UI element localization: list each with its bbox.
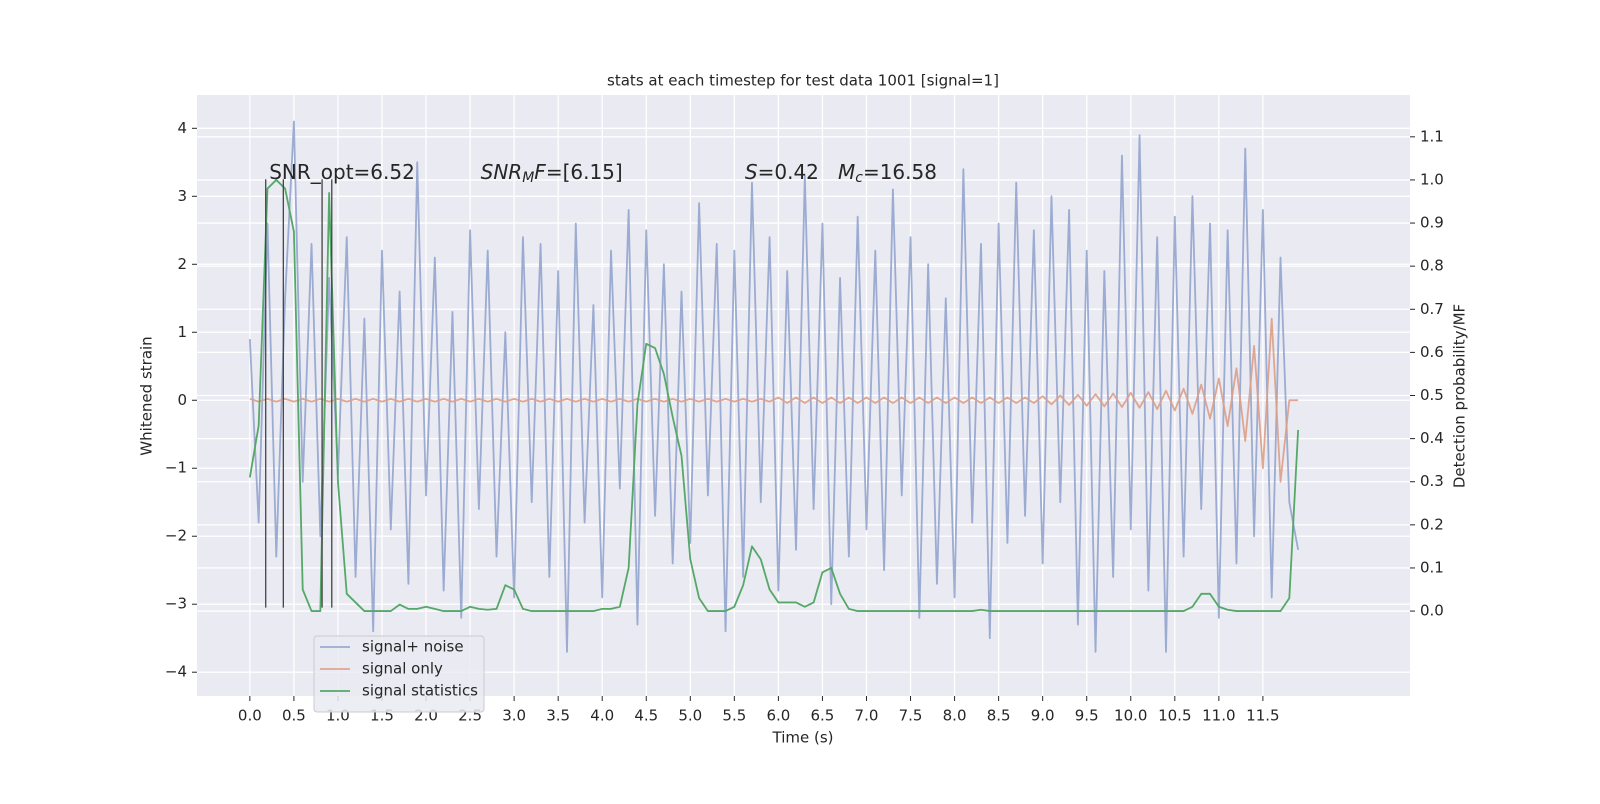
marks: SNR_opt=6.52 SNRMF=[6.15] S=0.42 Mc=16.58 (248, 120, 1300, 653)
y-tick-label: 1 (177, 323, 187, 341)
y2-tick-label: 0.3 (1420, 472, 1444, 490)
y2-axis-label: Detection probability/MF (1451, 304, 1469, 488)
x-tick-label: 10.0 (1114, 707, 1147, 725)
annotation: S=0.42 Mc=16.58 (745, 160, 937, 187)
y2-tick-label: 0.2 (1420, 515, 1444, 533)
x-tick-label: 9.5 (1075, 707, 1099, 725)
y-tick-label: 3 (177, 187, 187, 205)
chart-title: stats at each timestep for test data 100… (607, 72, 999, 90)
annotation-part: M (522, 170, 534, 186)
x-tick-label: 3.0 (502, 707, 526, 725)
y2-tick-label: 0.0 (1420, 602, 1444, 620)
annotation-part: =16.58 (863, 160, 937, 184)
legend-label: signal only (362, 660, 443, 678)
y2-tick-label: 1.0 (1420, 170, 1444, 188)
series-line (249, 317, 1299, 483)
y2-tick-label: 0.9 (1420, 214, 1444, 232)
legend-box (313, 635, 485, 713)
annotation-part: =0.42 (758, 160, 838, 184)
y-tick-label: −4 (165, 663, 187, 681)
axes: 0.0 0.5 1.0 1.5 2.0 2.5 3.0 3.5 4.0 4.5 5.0 5.5 6.0 6… (165, 119, 1444, 725)
x-axis-label: Time (s) (772, 729, 834, 747)
y2-tick-label: 0.8 (1420, 257, 1444, 275)
y-tick-label: 2 (177, 255, 187, 273)
annotation-part: c (855, 170, 863, 186)
y2-tick-label: 0.5 (1420, 386, 1444, 404)
y-axis-label: Whitened strain (138, 336, 156, 455)
x-tick-label: 7.0 (855, 707, 879, 725)
y-tick-label: −3 (165, 595, 187, 613)
legend-label: signal statistics (362, 682, 478, 700)
x-tick-label: 4.5 (634, 707, 658, 725)
x-tick-label: 0.0 (238, 707, 262, 725)
x-tick-label: 5.5 (722, 707, 746, 725)
annotation-part: F (534, 160, 546, 184)
annotation: SNRMF=[6.15] (481, 160, 623, 187)
annotation-part: =[6.15] (546, 160, 623, 184)
x-tick-label: 8.0 (943, 707, 967, 725)
y-tick-label: −2 (165, 527, 187, 545)
annotation-part: S (745, 160, 758, 184)
legend-label: signal+ noise (362, 638, 464, 656)
x-tick-label: 11.0 (1202, 707, 1235, 725)
x-tick-label: 9.0 (1031, 707, 1055, 725)
x-tick-label: 10.5 (1158, 707, 1191, 725)
x-tick-label: 7.5 (899, 707, 923, 725)
x-tick-label: 3.5 (546, 707, 570, 725)
series-line (248, 179, 1300, 612)
y-tick-label: −1 (165, 459, 187, 477)
y2-tick-label: 0.6 (1420, 343, 1444, 361)
y-tick-label: 4 (177, 119, 187, 137)
annotation: SNR_opt=6.52 (269, 160, 415, 184)
y-tick-label: 0 (177, 391, 187, 409)
x-tick-label: 6.0 (766, 707, 790, 725)
x-tick-label: 6.5 (811, 707, 835, 725)
y2-tick-label: 1.1 (1420, 127, 1444, 145)
annotation-part: SNR_opt=6.52 (269, 160, 415, 184)
x-tick-label: 0.5 (282, 707, 306, 725)
y2-tick-label: 0.7 (1420, 300, 1444, 318)
x-tick-label: 4.0 (590, 707, 614, 725)
annotation-part: M (838, 160, 855, 184)
series-line (248, 120, 1300, 653)
annotation-part: SNR (481, 160, 523, 184)
x-tick-label: 5.0 (678, 707, 702, 725)
x-tick-label: 8.5 (987, 707, 1011, 725)
y2-tick-label: 0.1 (1420, 558, 1444, 576)
x-tick-label: 11.5 (1246, 707, 1279, 725)
y2-tick-label: 0.4 (1420, 429, 1444, 447)
